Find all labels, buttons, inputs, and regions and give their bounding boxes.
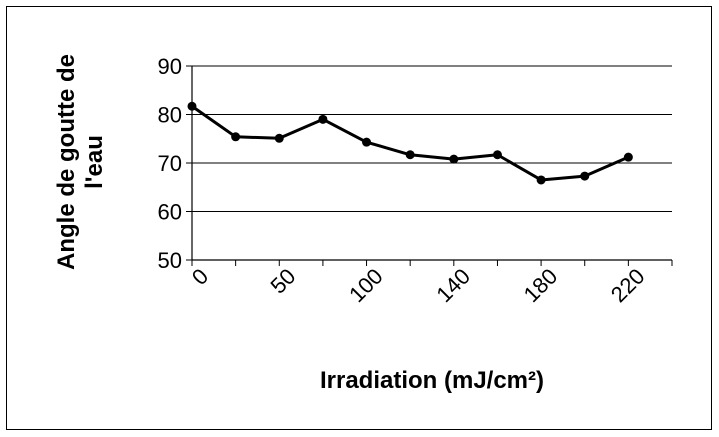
y-axis-title-line-2: l'eau [81, 135, 108, 189]
x-tick-label: 0 [187, 264, 213, 290]
data-point [492, 150, 502, 160]
x-tick-label: 220 [606, 264, 650, 308]
y-axis-title-line-1: Angle de goutte de [53, 54, 80, 270]
x-tick-label: 180 [519, 264, 563, 308]
y-tick-label: 90 [158, 54, 182, 79]
series-water-contact-angle [187, 101, 633, 185]
y-tick-label: 80 [158, 103, 182, 128]
gridlines [192, 65, 672, 212]
data-point [580, 171, 590, 181]
data-point [449, 154, 459, 164]
data-point [362, 137, 372, 147]
data-point [231, 132, 241, 142]
data-point [623, 152, 633, 162]
axes [186, 65, 673, 266]
y-tick-label: 50 [158, 248, 182, 273]
y-tick-labels: 50 60 70 80 90 [158, 54, 182, 273]
data-point [187, 101, 197, 111]
x-tick-label: 100 [344, 264, 388, 308]
x-tick-labels: 0 50 100 140 180 220 [187, 264, 650, 308]
data-point [318, 114, 328, 124]
y-tick-label: 60 [158, 200, 182, 225]
x-tick-label: 140 [431, 264, 475, 308]
data-point [274, 133, 284, 143]
y-tick-label: 70 [158, 151, 182, 176]
chart-frame [6, 6, 712, 430]
x-axis-title: Irradiation (mJ/cm²) [320, 367, 544, 394]
data-point [405, 150, 415, 160]
x-tick-label: 50 [265, 264, 300, 299]
series-line [191, 105, 629, 182]
data-point [536, 175, 546, 185]
